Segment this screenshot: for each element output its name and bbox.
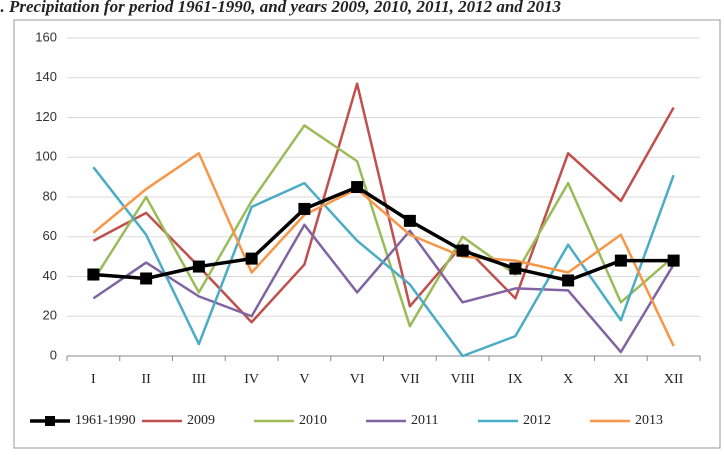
y-tick-label: 100	[35, 149, 57, 164]
x-tick-label: V	[299, 372, 309, 387]
legend-marker	[45, 416, 55, 426]
series-line	[93, 185, 674, 283]
point-marker	[351, 181, 364, 194]
point-marker	[562, 274, 575, 287]
y-tick-label: 40	[43, 268, 57, 283]
point-marker	[667, 254, 680, 267]
x-tick-label: XII	[664, 372, 684, 387]
y-tick-label: 0	[50, 347, 57, 362]
y-tick-label: 140	[35, 69, 57, 84]
legend-label: 2012	[523, 413, 551, 428]
point-marker	[245, 252, 258, 265]
x-tick-label: VI	[350, 372, 365, 387]
legend-label: 2011	[411, 413, 438, 428]
x-tick-label: I	[91, 372, 96, 387]
legend-label: 1961-1990	[75, 413, 136, 428]
x-tick-label: XI	[613, 372, 628, 387]
x-tick-label: II	[141, 372, 151, 387]
legend-label: 2010	[299, 413, 327, 428]
legend-label: 2013	[635, 413, 663, 428]
point-marker	[140, 272, 153, 285]
point-marker	[87, 268, 100, 281]
x-tick-label: III	[192, 372, 206, 387]
y-tick-label: 60	[43, 228, 57, 243]
y-tick-label: 80	[43, 188, 57, 203]
series-line	[92, 124, 675, 328]
x-tick-label: IV	[244, 372, 259, 387]
x-tick-label: IX	[508, 372, 523, 387]
x-tick-label: X	[563, 372, 573, 387]
point-marker	[298, 202, 311, 215]
y-tick-label: 160	[35, 29, 57, 44]
x-tick-label: VIII	[451, 372, 475, 387]
point-marker	[403, 214, 416, 227]
chart-title: 3. Precipitation for period 1961-1990, a…	[0, 0, 562, 16]
x-tick-label: VII	[400, 372, 420, 387]
point-marker	[614, 254, 627, 267]
legend-label: 2009	[187, 413, 215, 428]
chart-border	[13, 19, 721, 449]
series-line	[92, 82, 675, 324]
series-line	[92, 166, 675, 358]
point-marker	[192, 260, 205, 273]
point-marker	[456, 244, 469, 257]
series-line	[92, 152, 675, 347]
point-marker	[509, 262, 522, 275]
y-tick-label: 20	[43, 308, 57, 323]
y-tick-label: 120	[35, 109, 57, 124]
